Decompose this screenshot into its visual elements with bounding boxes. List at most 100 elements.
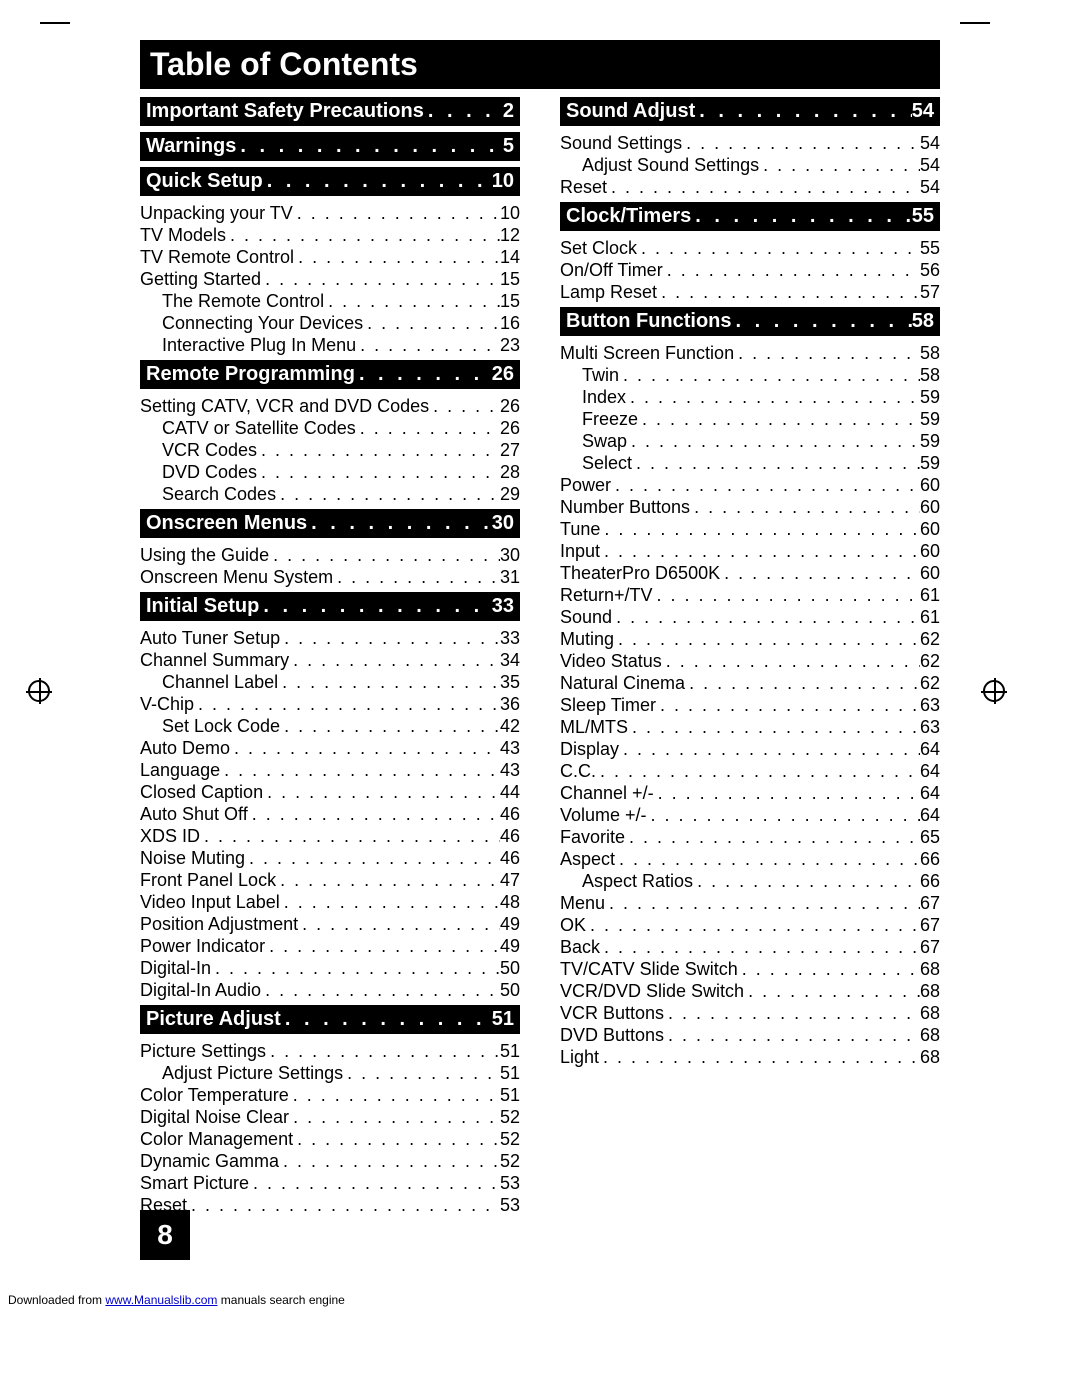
toc-entry-label: DVD Buttons [560, 1024, 664, 1046]
toc-entry-page: 26 [500, 395, 520, 417]
toc-entry-page: 30 [500, 544, 520, 566]
toc-entry: Language. . . . . . . . . . . . . . . . … [140, 759, 520, 781]
toc-entry: Connecting Your Devices. . . . . . . . .… [140, 312, 520, 334]
toc-leader-dots: . . . . . . . . . . . . . . . . . . . . … [690, 496, 920, 518]
toc-leader-dots: . . . . . . . . . . . . . . . . . . . . … [276, 483, 500, 505]
toc-entry: Dynamic Gamma. . . . . . . . . . . . . .… [140, 1150, 520, 1172]
toc-leader-dots: . . . . . . . . . . . . . . . . . . . . … [600, 540, 920, 562]
toc-section-label: Quick Setup [146, 170, 263, 193]
toc-leader-dots: . . . . . . . . . . . . . . . . . . . . … [653, 584, 920, 606]
toc-leader-dots: . . . . . . . . . . . . . . . . . . . . … [612, 606, 920, 628]
toc-leader-dots: . . . . . . . . . . . . . . . . . . . . … [187, 1194, 500, 1216]
registration-mark-icon [28, 680, 50, 702]
toc-entry-page: 55 [920, 237, 940, 259]
toc-entry-label: Multi Screen Function [560, 342, 734, 364]
toc-column-left: Important Safety Precautions. . . . . . … [140, 93, 520, 1216]
toc-entry: Index. . . . . . . . . . . . . . . . . .… [560, 386, 940, 408]
footer-prefix: Downloaded from [8, 1293, 105, 1307]
toc-entry-page: 62 [920, 650, 940, 672]
toc-leader-dots: . . . . . . . . . . . . . . . . . . . . … [249, 1172, 500, 1194]
toc-entry: Select. . . . . . . . . . . . . . . . . … [560, 452, 940, 474]
toc-entry-page: 64 [920, 738, 940, 760]
toc-leader-dots: . . . . . . . . . . . . . . . . . . . . … [211, 957, 500, 979]
toc-leader-dots: . . . . . . . . . . . . . . . . . . . . … [280, 891, 500, 913]
toc-leader-dots: . . . . . . . . . . . . . . . . . . . . … [324, 290, 500, 312]
toc-entry-label: Set Lock Code [162, 715, 280, 737]
toc-leader-dots: . . . . . . . . . . . . . . . . . . . . … [599, 1046, 920, 1068]
toc-entry: TV/CATV Slide Switch. . . . . . . . . . … [560, 958, 940, 980]
toc-entry-label: Set Clock [560, 237, 637, 259]
toc-leader-dots: . . . . . . . . . . . . . . . . . . . . … [280, 715, 500, 737]
toc-leader-dots: . . . . . . . . . . . . . . . . . . . . … [685, 672, 920, 694]
toc-leader-dots: . . . . . . . . . . . . . . . . [691, 205, 912, 228]
toc-entry-page: 58 [920, 342, 940, 364]
toc-entry: Set Lock Code. . . . . . . . . . . . . .… [140, 715, 520, 737]
toc-section-header: Button Functions. . . . . . . . . . . . … [560, 307, 940, 336]
toc-leader-dots: . . . . . . . . . . . . . . . . [236, 135, 503, 158]
toc-entry-label: Adjust Picture Settings [162, 1062, 343, 1084]
toc-entry-label: On/Off Timer [560, 259, 663, 281]
toc-leader-dots: . . . . . . . . . . . . . . . . . . . . … [664, 1024, 920, 1046]
toc-entry: Natural Cinema. . . . . . . . . . . . . … [560, 672, 940, 694]
toc-entry-label: Lamp Reset [560, 281, 657, 303]
toc-entry-label: Volume +/- [560, 804, 647, 826]
toc-entry-label: Display [560, 738, 619, 760]
toc-entry-page: 46 [500, 825, 520, 847]
toc-entry: Channel Label. . . . . . . . . . . . . .… [140, 671, 520, 693]
registration-mark-icon [983, 680, 1005, 702]
toc-section-header: Remote Programming. . . . . . . . . . . … [140, 360, 520, 389]
toc-leader-dots: . . . . . . . . . . . . . . . . . . . . … [662, 650, 920, 672]
toc-entry-page: 51 [500, 1062, 520, 1084]
toc-section-label: Onscreen Menus [146, 512, 307, 535]
toc-entry: Noise Muting. . . . . . . . . . . . . . … [140, 847, 520, 869]
toc-entry: Position Adjustment. . . . . . . . . . .… [140, 913, 520, 935]
toc-entry-label: Light [560, 1046, 599, 1068]
toc-entry-label: VCR Buttons [560, 1002, 664, 1024]
footer-link[interactable]: www.Manualslib.com [105, 1293, 217, 1307]
toc-section-page: 5 [503, 135, 514, 158]
toc-leader-dots: . . . . . . . . . . . . . . . . . . . . … [734, 342, 920, 364]
toc-leader-dots: . . . . . . . . . . . . . . . . . . . . … [245, 847, 500, 869]
toc-entry: Power. . . . . . . . . . . . . . . . . .… [560, 474, 940, 496]
toc-entry-page: 64 [920, 804, 940, 826]
toc-leader-dots: . . . . . . . . . . . . . . . . . . . . … [200, 825, 500, 847]
toc-section-header: Sound Adjust. . . . . . . . . . . . . . … [560, 97, 940, 126]
toc-entry-page: 46 [500, 847, 520, 869]
toc-entry-page: 68 [920, 1024, 940, 1046]
toc-entry: Muting. . . . . . . . . . . . . . . . . … [560, 628, 940, 650]
toc-entry-page: 26 [500, 417, 520, 439]
toc-leader-dots: . . . . . . . . . . . . . . . . . . . . … [664, 1002, 920, 1024]
toc-entry-label: Back [560, 936, 600, 958]
toc-entry-page: 53 [500, 1194, 520, 1216]
toc-entry-label: Video Status [560, 650, 662, 672]
toc-entry: Front Panel Lock. . . . . . . . . . . . … [140, 869, 520, 891]
toc-entry: Lamp Reset. . . . . . . . . . . . . . . … [560, 281, 940, 303]
toc-leader-dots: . . . . . . . . . . . . . . . . . . . . … [738, 958, 920, 980]
toc-leader-dots: . . . . . . . . . . . . . . . . . . . . … [759, 154, 920, 176]
toc-entry-page: 68 [920, 958, 940, 980]
toc-entry-page: 63 [920, 694, 940, 716]
toc-leader-dots: . . . . . . . . . . . . . . . . . . . . … [248, 803, 500, 825]
toc-entry-label: Auto Demo [140, 737, 230, 759]
toc-entry-page: 54 [920, 154, 940, 176]
toc-leader-dots: . . . . . . . . . . . . . . . . . . . . … [279, 1150, 500, 1172]
toc-entry: Return+/TV. . . . . . . . . . . . . . . … [560, 584, 940, 606]
toc-entry-page: 28 [500, 461, 520, 483]
toc-entry-page: 62 [920, 628, 940, 650]
toc-entry: Channel Summary. . . . . . . . . . . . .… [140, 649, 520, 671]
toc-section-label: Clock/Timers [566, 205, 691, 228]
toc-entry-page: 48 [500, 891, 520, 913]
toc-entry-page: 15 [500, 268, 520, 290]
toc-entry-page: 16 [500, 312, 520, 334]
toc-entry-page: 60 [920, 540, 940, 562]
toc-leader-dots: . . . . . . . . . . . . . . . . . . . . … [356, 417, 500, 439]
toc-entry: Using the Guide. . . . . . . . . . . . .… [140, 544, 520, 566]
toc-leader-dots: . . . . . . . . . . . . . . . . . . . . … [293, 202, 500, 224]
toc-entry: DVD Codes. . . . . . . . . . . . . . . .… [140, 461, 520, 483]
toc-leader-dots: . . . . . . . . . . . . . . . . . . . . … [744, 980, 920, 1002]
toc-entry-label: VCR/DVD Slide Switch [560, 980, 744, 1002]
toc-entry-label: Adjust Sound Settings [582, 154, 759, 176]
toc-leader-dots: . . . . . . . . . . . . . . . . . . . . … [289, 1106, 500, 1128]
toc-leader-dots: . . . . . . . . . . . . . . . . . . . . … [289, 649, 500, 671]
toc-entry-label: Noise Muting [140, 847, 245, 869]
